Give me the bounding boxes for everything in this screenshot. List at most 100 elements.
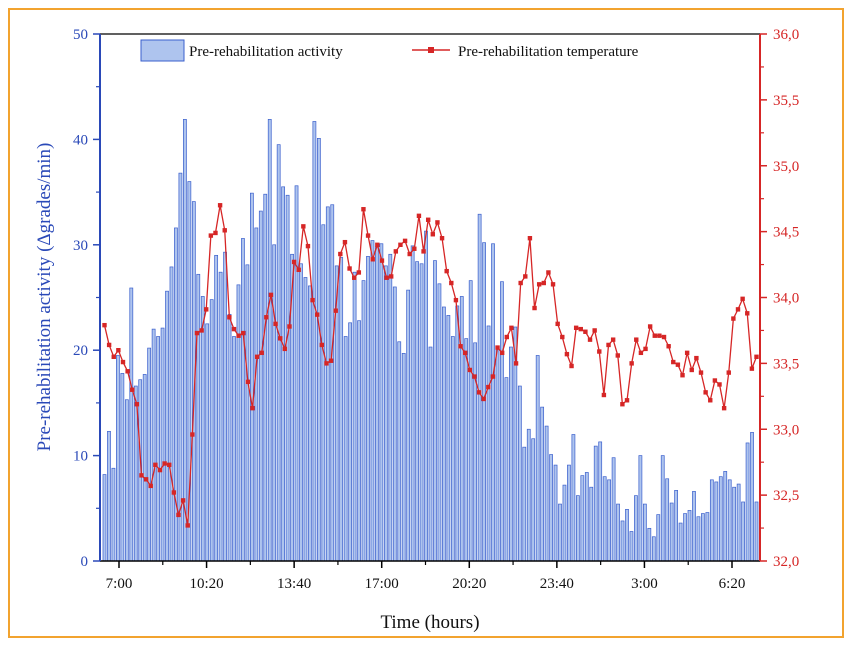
activity-bar xyxy=(410,245,415,562)
x-tick-label: 23:40 xyxy=(540,576,574,592)
temperature-point xyxy=(204,307,209,312)
activity-bar xyxy=(241,238,245,562)
temperature-point xyxy=(708,398,713,403)
activity-bar xyxy=(522,446,527,562)
activity-bar xyxy=(696,516,701,562)
temperature-point xyxy=(254,354,260,359)
temperature-point xyxy=(712,378,718,383)
temperature-point xyxy=(393,249,399,254)
activity-bar xyxy=(727,479,732,562)
temperature-point xyxy=(227,315,232,320)
temperature-point xyxy=(694,355,699,361)
temperature-point xyxy=(615,353,620,358)
temperature-point xyxy=(194,330,200,336)
activity-bar xyxy=(692,491,696,562)
activity-bar xyxy=(701,513,705,562)
activity-bar xyxy=(571,434,576,562)
temperature-point xyxy=(745,311,750,316)
activity-bar xyxy=(647,527,652,562)
temperature-point xyxy=(384,275,389,280)
temperature-point xyxy=(643,346,648,352)
temperature-point xyxy=(148,483,153,489)
activity-bar xyxy=(705,512,710,562)
activity-bar xyxy=(250,192,254,562)
y-right-tick-label: 34,0 xyxy=(773,291,799,307)
temperature-point xyxy=(684,350,690,356)
activity-bar xyxy=(352,271,357,562)
activity-bar xyxy=(120,373,125,562)
y-left-tick-label: 0 xyxy=(81,554,89,570)
activity-bar xyxy=(330,204,335,562)
activity-bar xyxy=(509,346,513,562)
temperature-point xyxy=(509,325,514,330)
activity-bar xyxy=(517,385,522,562)
activity-bar xyxy=(361,280,366,562)
y-right-tick-label: 35,5 xyxy=(773,93,799,109)
y-right-tick-label: 32,0 xyxy=(773,554,799,570)
y-left-tick-label: 50 xyxy=(73,27,88,43)
activity-bar xyxy=(433,260,437,562)
activity-bar xyxy=(236,284,241,562)
temperature-point xyxy=(273,321,278,327)
temperature-point xyxy=(412,246,417,251)
activity-bar xyxy=(629,531,634,562)
temperature-point xyxy=(490,374,496,379)
activity-bar xyxy=(102,474,107,562)
y-right-tick-label: 32,5 xyxy=(773,488,799,504)
temperature-point xyxy=(139,473,144,478)
activity-bar xyxy=(388,253,393,562)
temperature-point xyxy=(130,387,135,392)
temperature-point xyxy=(231,326,237,332)
temperature-point xyxy=(560,334,565,340)
temperature-point xyxy=(319,342,325,348)
temperature-point xyxy=(125,369,130,374)
activity-bar xyxy=(464,338,469,562)
activity-bar xyxy=(419,263,424,562)
activity-bar xyxy=(558,503,562,562)
activity-bar xyxy=(526,428,531,562)
activity-bar xyxy=(642,503,647,562)
temperature-point xyxy=(449,280,454,286)
y-left-tick-label: 20 xyxy=(73,343,88,359)
temperature-point xyxy=(597,349,602,354)
temperature-point xyxy=(717,382,722,387)
temperature-point xyxy=(453,297,459,303)
temperature-point xyxy=(264,315,269,320)
activity-bar xyxy=(370,240,375,562)
y-right-tick-label: 35,0 xyxy=(773,159,799,175)
temperature-point xyxy=(721,405,727,411)
activity-bar xyxy=(165,290,169,562)
activity-bar xyxy=(142,374,147,562)
temperature-point xyxy=(495,345,500,350)
temperature-point xyxy=(157,467,163,473)
temperature-point xyxy=(638,350,644,356)
temperature-point xyxy=(647,324,653,329)
temperature-series-line xyxy=(103,205,758,526)
activity-bar xyxy=(232,336,236,562)
x-tick-label: 17:00 xyxy=(365,576,399,592)
activity-bar xyxy=(379,243,384,562)
temperature-point xyxy=(583,329,588,334)
activity-bar xyxy=(272,244,277,562)
temperature-point xyxy=(268,292,274,298)
activity-bar xyxy=(205,323,210,562)
legend-temperature-label: Pre-rehabilitation temperature xyxy=(458,44,639,60)
temperature-point xyxy=(573,325,579,330)
temperature-point xyxy=(245,379,251,385)
y-right-tick-label: 33,0 xyxy=(773,422,799,438)
temperature-point xyxy=(731,316,736,321)
temperature-point xyxy=(416,213,422,219)
temperature-point xyxy=(532,305,537,311)
activity-bar xyxy=(446,315,451,562)
temperature-point xyxy=(278,336,283,341)
temperature-point xyxy=(324,361,329,366)
activity-bar xyxy=(745,442,750,562)
axis-ticks: 0 10 20 30 40 50 32,0 32,5 33,0 33,5 34,0 34,5 35,0 3… xyxy=(73,27,799,592)
activity-bar xyxy=(147,347,152,562)
temperature-point xyxy=(398,242,403,247)
temperature-point xyxy=(726,370,731,375)
y-left-tick-label: 40 xyxy=(73,132,88,148)
activity-bar xyxy=(348,322,352,562)
activity-bar xyxy=(151,328,156,562)
activity-bar xyxy=(316,138,321,562)
